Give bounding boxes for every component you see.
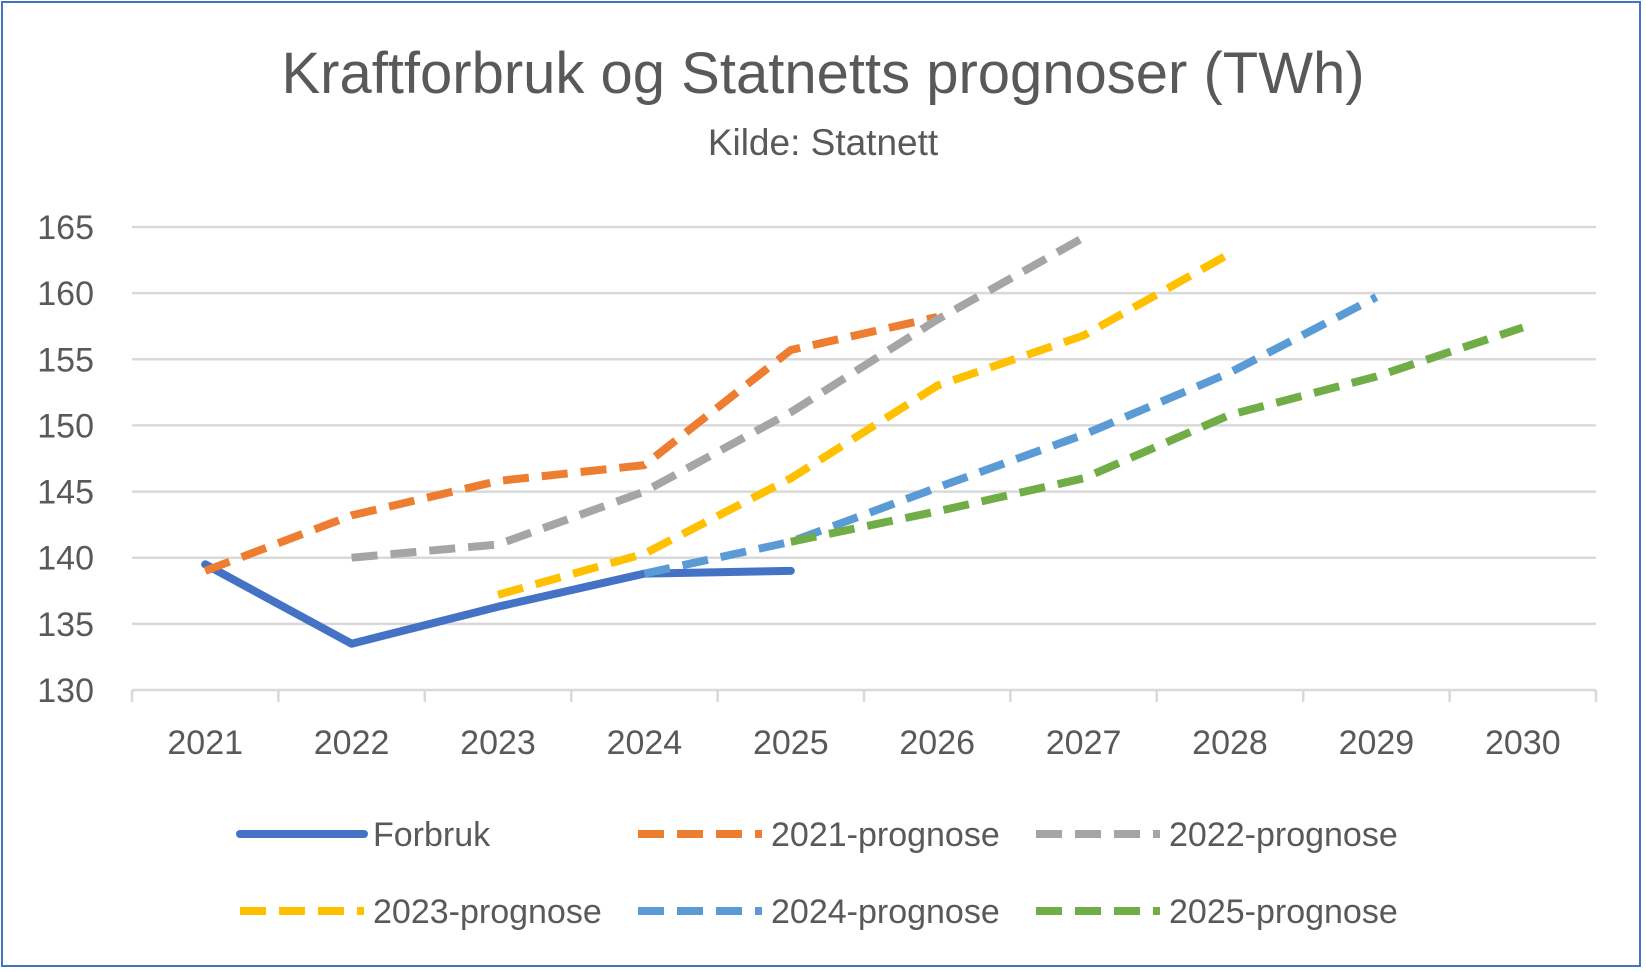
legend-item: 2023-prognose — [240, 893, 602, 931]
legend-label: Forbruk — [373, 816, 491, 854]
legend-item: Forbruk — [236, 816, 491, 854]
chart-title: Kraftforbruk og Statnetts prognoser (TWh… — [281, 41, 1365, 106]
legend-item: 2021-prognose — [638, 816, 1000, 854]
legend-label: 2021-prognose — [771, 816, 1000, 854]
y-tick-label: 165 — [37, 209, 94, 247]
legend-label: 2025-prognose — [1169, 893, 1398, 931]
chart-subtitle: Kilde: Statnett — [707, 122, 939, 163]
y-tick-label: 140 — [37, 540, 94, 578]
x-tick-label: 2028 — [1192, 724, 1268, 762]
y-tick-label: 145 — [37, 474, 94, 512]
legend-label: 2024-prognose — [771, 893, 1000, 931]
series-line-2025-prognose — [789, 323, 1525, 546]
series-line-2021-prognose — [203, 313, 939, 575]
x-tick-label: 2024 — [607, 724, 683, 762]
legend-item: 2024-prognose — [638, 893, 1000, 931]
y-tick-label: 160 — [37, 275, 94, 313]
legend-label: 2023-prognose — [373, 893, 602, 931]
x-tick-label: 2026 — [899, 724, 975, 762]
axes: 130 135 140 145 150 155 160 165 2021 2022 2023 2024… — [37, 209, 1598, 762]
series-lines — [201, 234, 1525, 648]
legend-label: 2022-prognose — [1169, 816, 1398, 854]
grid-lines — [132, 225, 1596, 626]
x-tick-label: 2023 — [460, 724, 536, 762]
x-tick-label: 2027 — [1046, 724, 1122, 762]
legend-item: 2022-prognose — [1036, 816, 1398, 854]
series-line-forbruk — [201, 560, 795, 648]
y-tick-label: 150 — [37, 407, 94, 445]
legend-item: 2025-prognose — [1036, 893, 1398, 931]
y-tick-label: 155 — [37, 341, 94, 379]
x-tick-label: 2022 — [314, 724, 390, 762]
series-line-2023-prognose — [496, 250, 1232, 599]
x-tick-label: 2029 — [1339, 724, 1415, 762]
y-tick-label: 135 — [37, 606, 94, 644]
series-line-2024-prognose — [643, 293, 1379, 578]
x-tick-label: 2025 — [753, 724, 829, 762]
y-tick-label: 130 — [37, 672, 94, 710]
legend: Forbruk 2021-prognose 2022-prognose 2023-pr… — [236, 816, 1398, 931]
x-tick-label: 2030 — [1485, 724, 1561, 762]
x-tick-label: 2021 — [167, 724, 243, 762]
series-line-2022-prognose — [351, 234, 1086, 562]
